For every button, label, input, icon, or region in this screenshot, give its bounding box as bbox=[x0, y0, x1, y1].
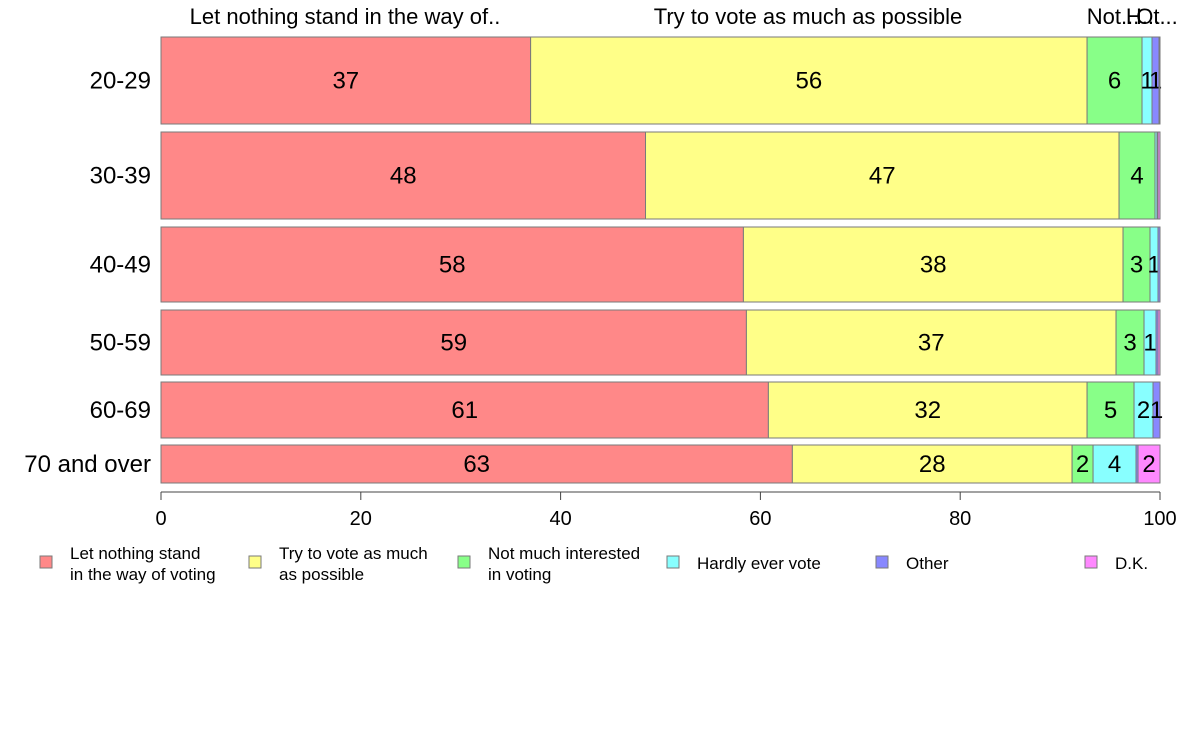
legend-swatch bbox=[875, 555, 889, 569]
bar-segment bbox=[160, 381, 769, 439]
data-label: 6 bbox=[1108, 68, 1121, 95]
x-tick-label: 60 bbox=[749, 508, 771, 530]
bar-segment bbox=[160, 226, 744, 303]
data-label: 1 bbox=[1150, 397, 1163, 424]
legend-swatch bbox=[39, 555, 53, 569]
top-series-label: H... bbox=[1126, 4, 1160, 29]
bar-segment bbox=[1157, 226, 1161, 303]
data-label: 47 bbox=[869, 163, 896, 190]
x-tick-label: 0 bbox=[155, 508, 166, 530]
data-label: 3 bbox=[1123, 330, 1136, 357]
legend-label: Try to vote as much bbox=[279, 544, 428, 563]
legend-label: D.K. bbox=[1115, 554, 1148, 573]
legend-label: Other bbox=[906, 554, 949, 573]
data-label: 59 bbox=[440, 330, 467, 357]
bar-segment bbox=[742, 226, 1124, 303]
bar-segment bbox=[1157, 309, 1161, 376]
data-label: 28 bbox=[919, 451, 946, 478]
bar-segment bbox=[1086, 381, 1135, 439]
data-label: 4 bbox=[1108, 451, 1121, 478]
legend-swatch bbox=[248, 555, 262, 569]
legend-swatch bbox=[457, 555, 471, 569]
top-series-label: Let nothing stand in the way of.. bbox=[190, 4, 501, 29]
data-label: 2 bbox=[1142, 451, 1155, 478]
data-label: 1 bbox=[1143, 330, 1156, 357]
bar-segment bbox=[160, 309, 747, 376]
bar-segment bbox=[160, 36, 532, 125]
legend-swatch bbox=[1084, 555, 1098, 569]
bar-segment bbox=[1158, 36, 1161, 125]
bar-segment bbox=[1122, 226, 1151, 303]
data-label: 3 bbox=[1130, 252, 1143, 279]
category-label: 20-29 bbox=[90, 68, 151, 95]
bar-segment bbox=[645, 131, 1120, 220]
legend-label: Let nothing stand bbox=[70, 544, 200, 563]
top-series-label: Not... bbox=[1087, 4, 1140, 29]
x-tick-label: 100 bbox=[1143, 508, 1176, 530]
bar-segment bbox=[1152, 381, 1161, 439]
data-label: 1 bbox=[1147, 252, 1160, 279]
data-label: 2 bbox=[1137, 397, 1150, 424]
top-series-label: Ot... bbox=[1136, 4, 1178, 29]
data-label: 2 bbox=[1076, 451, 1089, 478]
legend-label: in voting bbox=[488, 565, 551, 584]
data-label: 38 bbox=[920, 252, 947, 279]
data-label: 32 bbox=[914, 397, 941, 424]
bar-segment bbox=[745, 309, 1117, 376]
bar-segment bbox=[791, 444, 1073, 484]
x-tick-label: 80 bbox=[949, 508, 971, 530]
legend-label: Not much interested bbox=[488, 544, 640, 563]
data-label: 58 bbox=[439, 252, 466, 279]
bar-segment bbox=[1137, 444, 1161, 484]
bar-segment bbox=[1115, 309, 1145, 376]
data-label: 37 bbox=[918, 330, 945, 357]
legend-label: as possible bbox=[279, 565, 364, 584]
data-label: 63 bbox=[463, 451, 490, 478]
legend-swatch bbox=[666, 555, 680, 569]
category-label: 70 and over bbox=[24, 451, 151, 478]
bar-segment bbox=[160, 444, 793, 484]
data-label: 61 bbox=[451, 397, 478, 424]
legend-label: in the way of voting bbox=[70, 565, 216, 584]
data-label: 48 bbox=[390, 163, 417, 190]
x-tick-label: 20 bbox=[350, 508, 372, 530]
category-label: 60-69 bbox=[90, 397, 151, 424]
data-label: 1 bbox=[1140, 68, 1153, 95]
data-label: 4 bbox=[1130, 163, 1143, 190]
data-label: 37 bbox=[332, 68, 359, 95]
data-label: 5 bbox=[1104, 397, 1117, 424]
category-label: 40-49 bbox=[90, 252, 151, 279]
top-series-label: Try to vote as much as possible bbox=[654, 4, 963, 29]
data-label: 56 bbox=[795, 68, 822, 95]
bar-segment bbox=[1157, 131, 1161, 220]
bar-segment bbox=[767, 381, 1088, 439]
bar-segment bbox=[160, 131, 647, 220]
legend-label: Hardly ever vote bbox=[697, 554, 821, 573]
category-label: 30-39 bbox=[90, 163, 151, 190]
bar-segment bbox=[1092, 444, 1137, 484]
category-label: 50-59 bbox=[90, 330, 151, 357]
x-tick-label: 40 bbox=[549, 508, 571, 530]
